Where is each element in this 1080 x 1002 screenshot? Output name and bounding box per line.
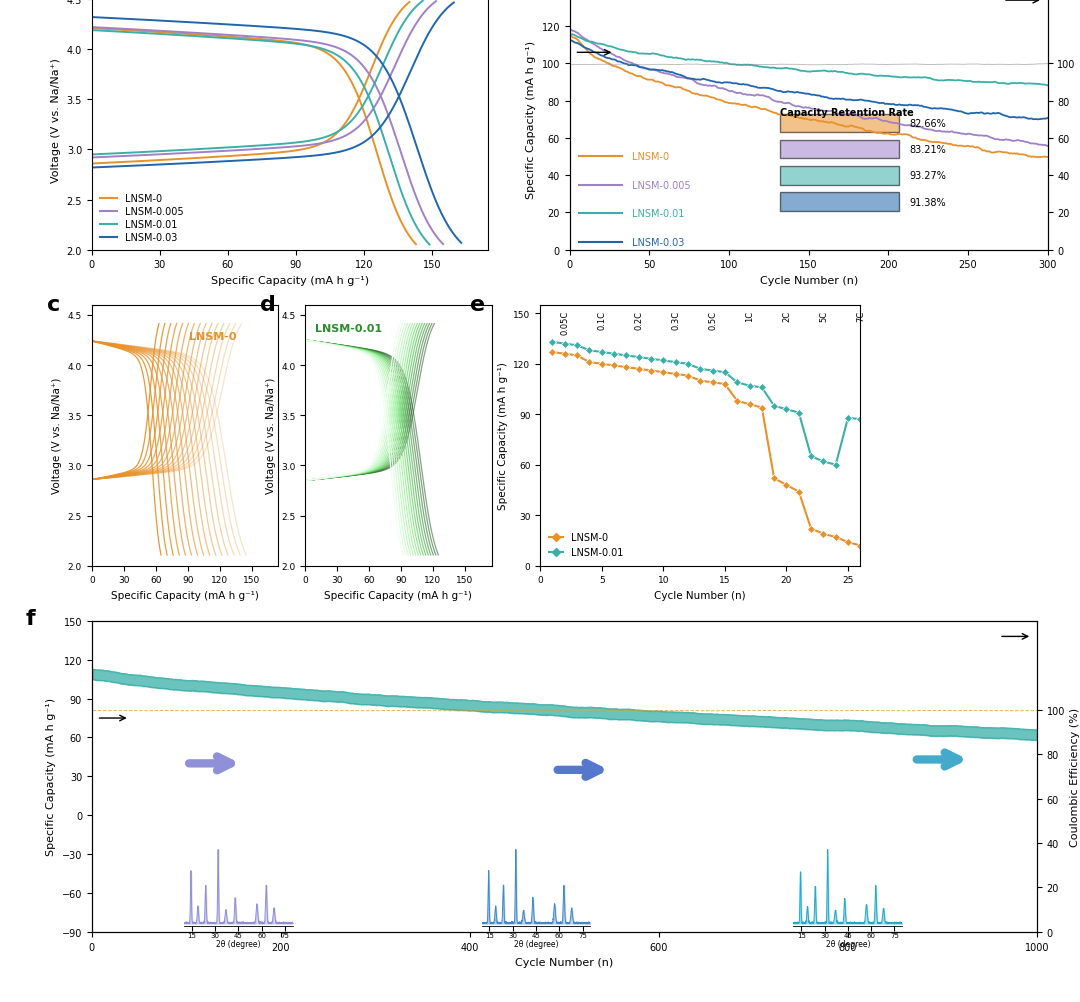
X-axis label: Cycle Number (n): Cycle Number (n) — [515, 957, 613, 967]
X-axis label: Specific Capacity (mA h g⁻¹): Specific Capacity (mA h g⁻¹) — [111, 590, 259, 600]
Text: LNSM-0.005: LNSM-0.005 — [632, 180, 690, 190]
Y-axis label: Coulombic Efficiency (%): Coulombic Efficiency (%) — [1070, 707, 1080, 846]
Text: 7C: 7C — [855, 311, 865, 322]
Text: LNSM-0: LNSM-0 — [189, 332, 237, 342]
Text: LNSM-0.03: LNSM-0.03 — [632, 237, 685, 247]
Y-axis label: Voltage (V vs. Na/Na⁺): Voltage (V vs. Na/Na⁺) — [266, 378, 275, 494]
Text: Capacity Retention Rate: Capacity Retention Rate — [780, 107, 914, 117]
X-axis label: 2θ (degree): 2θ (degree) — [825, 939, 870, 948]
X-axis label: Cycle Number (n): Cycle Number (n) — [759, 276, 858, 286]
Text: 2C: 2C — [782, 311, 791, 322]
Y-axis label: Voltage (V vs. Na/Na⁺): Voltage (V vs. Na/Na⁺) — [51, 58, 62, 182]
Text: 0.5C: 0.5C — [708, 311, 717, 330]
Text: d: d — [260, 296, 276, 316]
Text: LNSM-0.01: LNSM-0.01 — [314, 324, 381, 334]
Text: LNSM-0.01: LNSM-0.01 — [632, 209, 685, 219]
Text: e: e — [470, 296, 485, 316]
Legend: LNSM-0, LNSM-0.005, LNSM-0.01, LNSM-0.03: LNSM-0, LNSM-0.005, LNSM-0.01, LNSM-0.03 — [97, 191, 187, 245]
X-axis label: Cycle Number (n): Cycle Number (n) — [654, 590, 746, 600]
Text: 83.21%: 83.21% — [909, 145, 946, 155]
Text: 91.38%: 91.38% — [909, 197, 946, 207]
Text: 93.27%: 93.27% — [909, 171, 946, 181]
FancyBboxPatch shape — [780, 193, 900, 211]
Text: 0.1C: 0.1C — [597, 311, 606, 330]
X-axis label: Specific Capacity (mA h g⁻¹): Specific Capacity (mA h g⁻¹) — [211, 276, 369, 286]
Y-axis label: Voltage (V vs. Na/Na⁺): Voltage (V vs. Na/Na⁺) — [52, 378, 63, 494]
Text: LNSM-0: LNSM-0 — [632, 151, 669, 161]
FancyBboxPatch shape — [780, 167, 900, 185]
Text: f: f — [26, 609, 36, 629]
Text: 0.3C: 0.3C — [671, 311, 680, 330]
Y-axis label: Specific Capacity (mA h g⁻¹): Specific Capacity (mA h g⁻¹) — [498, 362, 508, 510]
Y-axis label: Specific Capacity (mA h g⁻¹): Specific Capacity (mA h g⁻¹) — [526, 41, 536, 199]
X-axis label: Specific Capacity (mA h g⁻¹): Specific Capacity (mA h g⁻¹) — [324, 590, 472, 600]
Text: 1C: 1C — [745, 311, 754, 322]
X-axis label: 2θ (degree): 2θ (degree) — [216, 939, 260, 948]
Text: 5C: 5C — [819, 311, 828, 322]
X-axis label: 2θ (degree): 2θ (degree) — [514, 939, 558, 948]
Text: 82.66%: 82.66% — [909, 119, 946, 129]
Text: 0.2C: 0.2C — [634, 311, 644, 330]
Y-axis label: Specific Capacity (mA h g⁻¹): Specific Capacity (mA h g⁻¹) — [46, 697, 56, 856]
Text: 0.05C: 0.05C — [561, 311, 569, 335]
Legend: LNSM-0, LNSM-0.01: LNSM-0, LNSM-0.01 — [545, 529, 627, 561]
FancyBboxPatch shape — [780, 115, 900, 133]
FancyBboxPatch shape — [780, 141, 900, 159]
Text: c: c — [48, 296, 60, 316]
